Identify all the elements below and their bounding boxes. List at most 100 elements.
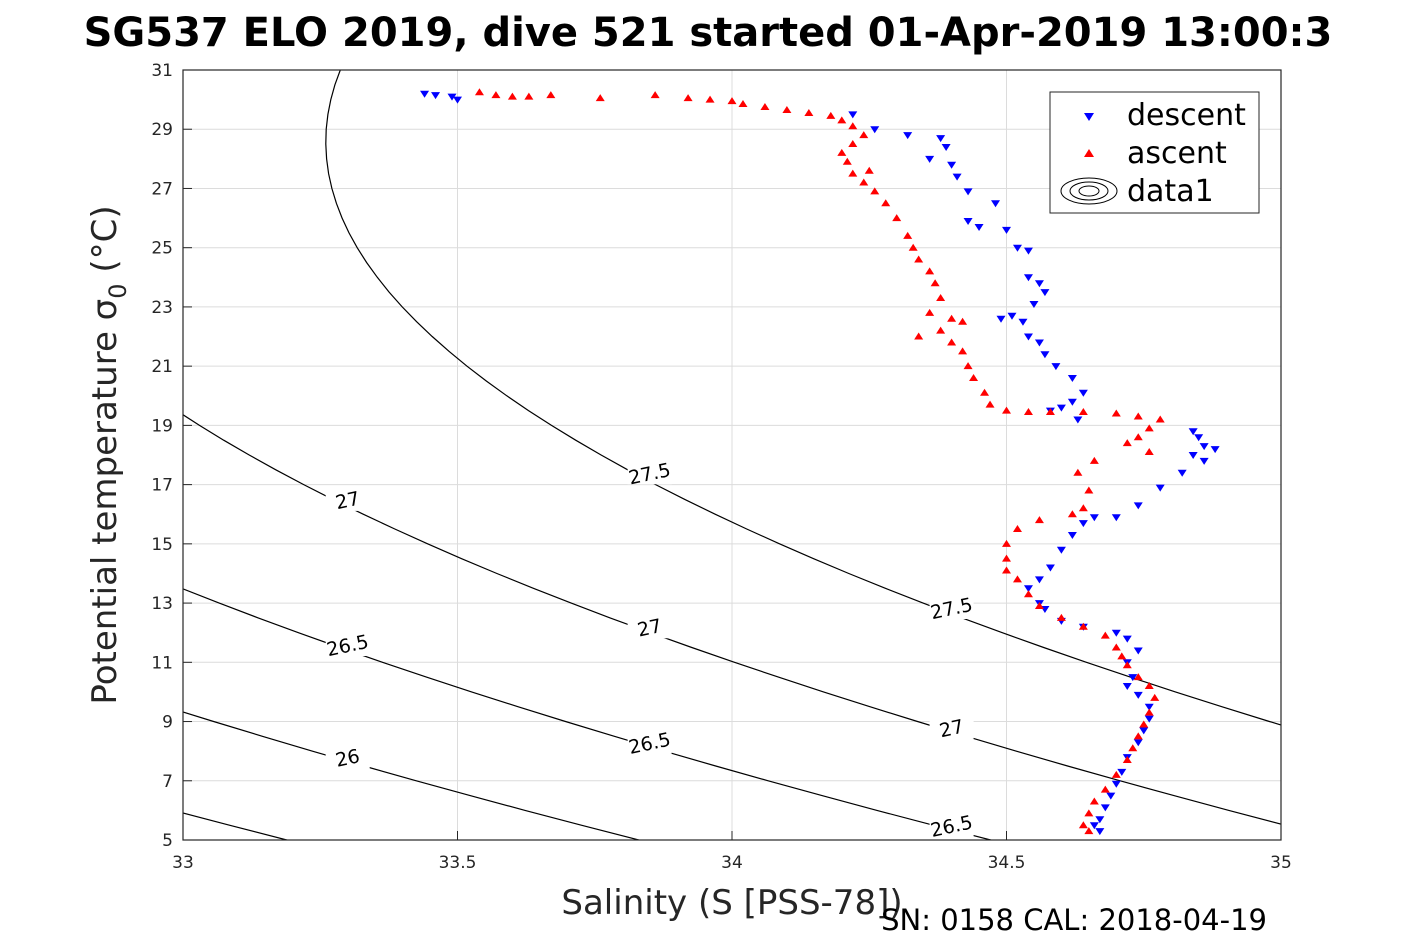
- calibration-footer: SN: 0158 CAL: 2018-04-19: [881, 903, 1267, 937]
- descent-point: [1144, 703, 1154, 711]
- ascent-point: [1078, 622, 1088, 630]
- ascent-point: [936, 326, 946, 334]
- ascent-point: [848, 140, 858, 148]
- ascent-point: [969, 374, 979, 381]
- descent-point: [1034, 576, 1044, 584]
- ascent-point: [881, 199, 891, 207]
- descent-point: [1018, 318, 1028, 326]
- descent-point: [1111, 629, 1121, 637]
- ascent-point: [1133, 433, 1143, 441]
- descent-point: [848, 111, 858, 119]
- descent-point: [925, 155, 935, 163]
- y-tick-label: 15: [151, 535, 173, 555]
- descent-point: [1133, 647, 1143, 655]
- ascent-point: [1122, 661, 1132, 669]
- x-tick-label: 34.5: [988, 853, 1026, 873]
- descent-point: [1051, 363, 1061, 371]
- descent-point: [991, 200, 1001, 208]
- density-contour-line: [183, 711, 642, 840]
- y-axis-label: Potential temperature σ0 (°C): [85, 205, 132, 704]
- descent-point: [941, 144, 951, 151]
- legend-label-ascent: ascent: [1127, 136, 1227, 171]
- descent-point: [1078, 389, 1088, 397]
- y-axis-label-main: Potential temperature σ: [85, 299, 125, 705]
- data-series: [420, 88, 1220, 836]
- contour-label: 27: [627, 615, 672, 642]
- ascent-point: [1133, 732, 1143, 740]
- descent-point: [1199, 443, 1209, 451]
- ascent-point: [1084, 809, 1094, 817]
- contour-label: 27: [325, 488, 370, 515]
- legend-box: [1049, 91, 1260, 214]
- contour-label-text: 27: [334, 488, 362, 515]
- descent-point: [1106, 792, 1116, 800]
- descent-point: [1210, 446, 1220, 454]
- descent-point: [1100, 804, 1110, 812]
- descent-point: [1040, 351, 1050, 359]
- descent-point: [1188, 428, 1198, 436]
- contour-label-text: 27: [636, 615, 664, 642]
- y-tick-label: 19: [151, 416, 173, 436]
- y-tick-label: 7: [162, 772, 173, 792]
- descent-point: [1073, 416, 1083, 424]
- y-tick-label: 31: [151, 61, 173, 81]
- descent-point: [963, 188, 973, 196]
- descent-point: [1122, 683, 1132, 690]
- ascent-point: [1144, 448, 1154, 456]
- descent-point: [1007, 312, 1017, 320]
- x-tick-label: 35: [1270, 853, 1292, 873]
- x-tick-label: 34: [721, 853, 743, 873]
- density-contour-line: [325, 70, 1281, 726]
- descent-marker-icon: [1084, 113, 1094, 121]
- ascent-point: [1002, 566, 1011, 574]
- descent-point: [1040, 289, 1050, 297]
- descent-point: [1095, 816, 1105, 824]
- y-tick-label: 13: [151, 594, 173, 614]
- ascent-point: [1045, 408, 1055, 416]
- ascent-point: [892, 214, 902, 222]
- ascent-point: [1078, 408, 1088, 416]
- ascent-point: [760, 103, 770, 111]
- descent-point: [1095, 828, 1105, 836]
- descent-point: [1089, 822, 1099, 830]
- ascent-point: [1002, 406, 1011, 414]
- ascent-point: [1111, 643, 1121, 651]
- ascent-point: [963, 362, 973, 370]
- descent-point: [1133, 739, 1143, 747]
- descent-point: [870, 126, 880, 134]
- ascent-point: [1084, 827, 1094, 835]
- ascent-point: [1122, 756, 1132, 764]
- chart-title: SG537 ELO 2019, dive 521 started 01-Apr-…: [84, 10, 1333, 56]
- ascent-point: [930, 279, 940, 287]
- ascent-point: [859, 131, 869, 139]
- descent-point: [1117, 768, 1127, 776]
- ascent-point: [1084, 486, 1094, 494]
- y-axis-label-unit: (°C): [85, 205, 125, 283]
- x-tick-label: 33.5: [439, 853, 477, 873]
- ascent-point: [958, 317, 968, 325]
- descent-point: [1078, 520, 1088, 528]
- descent-point: [1045, 564, 1055, 572]
- ascent-point: [1150, 693, 1160, 701]
- ascent-point: [1133, 412, 1143, 420]
- descent-point: [1012, 244, 1022, 252]
- ascent-point: [859, 178, 869, 186]
- density-contour-line: [183, 588, 994, 840]
- descent-point: [1034, 280, 1044, 288]
- descent-point: [1144, 715, 1154, 723]
- ascent-point: [936, 294, 946, 302]
- descent-point: [1199, 457, 1209, 465]
- ascent-point: [914, 332, 924, 340]
- y-tick-label: 29: [151, 120, 173, 140]
- ascent-point: [507, 92, 517, 100]
- ascent-point: [1100, 631, 1110, 639]
- ascent-point: [1002, 539, 1011, 547]
- descent-point: [1034, 339, 1044, 347]
- ascent-point: [804, 108, 814, 116]
- ascent-point: [738, 100, 748, 108]
- y-tick-label: 5: [162, 831, 173, 851]
- descent-point: [447, 93, 457, 101]
- ascent-point: [980, 388, 990, 396]
- y-tick-label: 17: [151, 476, 173, 496]
- descent-point: [1177, 469, 1187, 477]
